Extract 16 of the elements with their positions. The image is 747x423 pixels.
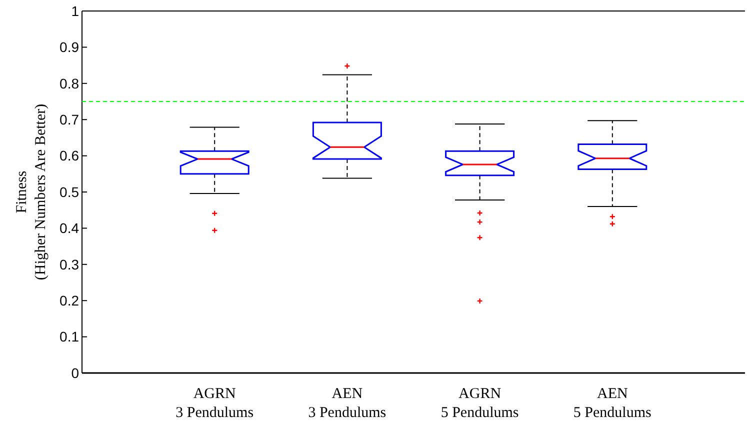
y-tick-label: 0.7 [60,112,80,128]
x-tick-label: AGRN 5 Pendulums [440,386,519,421]
y-tick-label: 0.5 [60,184,80,200]
y-tick-label: 0.1 [60,328,80,345]
y-tick-label: 0.2 [60,292,80,308]
y-tick-label: 0.4 [60,220,80,236]
y-tick-label: 0.6 [60,148,80,164]
x-tick-label: AGRN 3 Pendulums [176,386,254,421]
y-tick-label: 0.9 [60,39,80,56]
y-tick-label: 0 [71,364,80,381]
y-axis-title: Fitness (Higher Numbers Are Better) [14,104,49,280]
x-tick-label: AEN 5 Pendulums [573,386,652,421]
y-tick-label: 0.8 [60,75,80,92]
y-tick-label: 0.3 [60,256,80,272]
y-tick-label: 1 [71,2,80,19]
x-tick-label: AEN 3 Pendulums [308,386,386,421]
